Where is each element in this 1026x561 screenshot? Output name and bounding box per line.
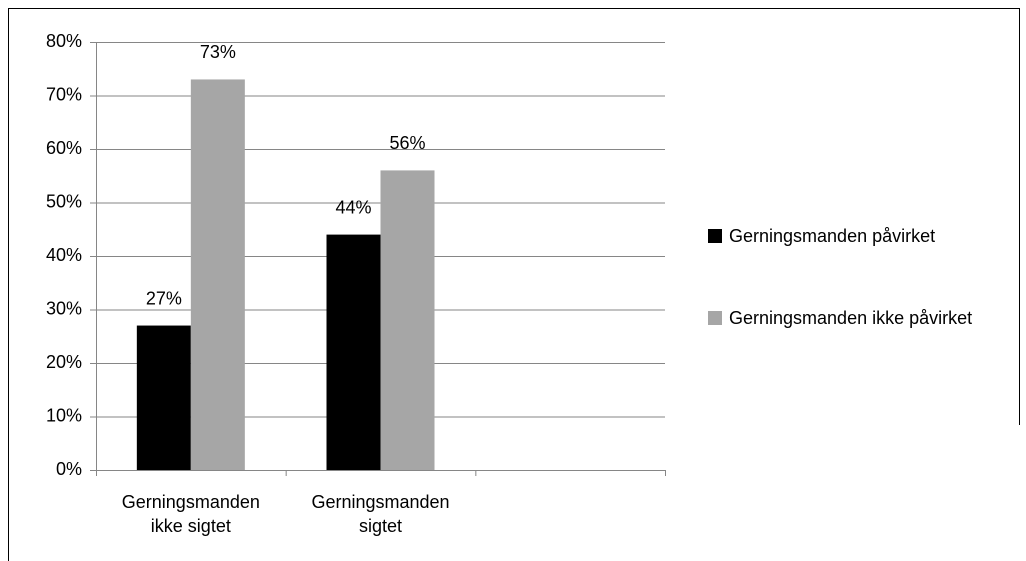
y-tick-label: 30% (46, 298, 82, 318)
legend-swatch (708, 311, 722, 325)
legend-label: Gerningsmanden påvirket (729, 226, 936, 246)
legend-label: Gerningsmanden ikke påvirket (729, 308, 973, 328)
y-tick-label: 10% (46, 405, 82, 425)
y-tick-label: 50% (46, 191, 82, 211)
data-label: 56% (389, 133, 425, 153)
y-tick-label: 20% (46, 352, 82, 372)
data-label: 73% (200, 42, 236, 62)
bar (136, 325, 191, 470)
x-tick-label: Gerningsmanden ikke sigtet (121, 492, 260, 536)
y-tick-label: 60% (46, 138, 82, 158)
x-tick-label: Gerningsmanden sigtet (311, 492, 450, 536)
bar (380, 170, 435, 470)
bar (190, 79, 245, 470)
data-label: 27% (146, 288, 182, 308)
y-tick-label: 40% (46, 245, 82, 265)
data-label: 44% (335, 197, 371, 217)
y-tick-label: 0% (56, 459, 82, 479)
legend-swatch (708, 229, 722, 243)
chart-border (8, 8, 1020, 561)
y-tick-label: 80% (46, 31, 82, 51)
bar (326, 234, 381, 470)
y-tick-label: 70% (46, 84, 82, 104)
